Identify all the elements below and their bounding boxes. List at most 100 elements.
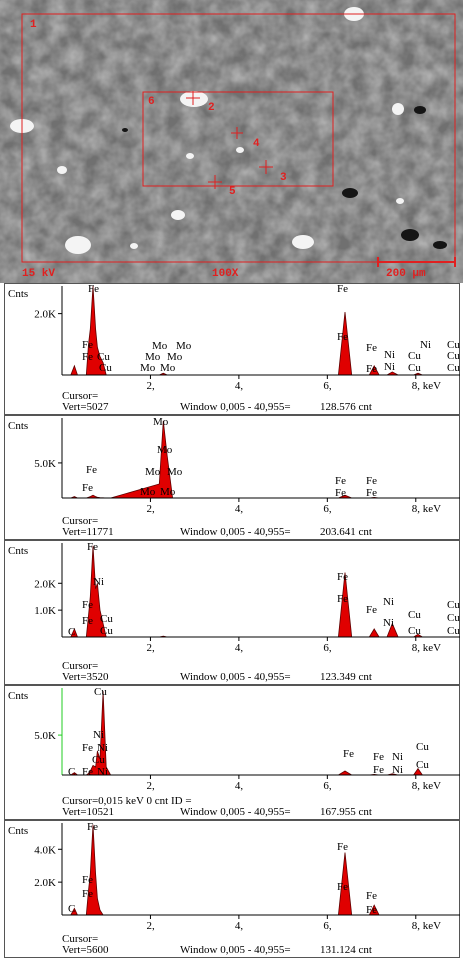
peak-label: Mo bbox=[157, 444, 173, 456]
window-readout: Window 0,005 - 40,955= bbox=[180, 526, 291, 538]
peak-label: Mo bbox=[167, 466, 183, 478]
y-axis-label: Cnts bbox=[8, 825, 28, 837]
peak-label: Ni bbox=[384, 361, 395, 373]
peak-label: Ni bbox=[93, 576, 104, 588]
peak-label: Cu bbox=[416, 741, 429, 753]
window-readout: Window 0,005 - 40,955= bbox=[180, 806, 291, 818]
peak-label: C bbox=[68, 626, 75, 638]
x-tick-label: 2, bbox=[146, 503, 155, 515]
window-readout: Window 0,005 - 40,955= bbox=[180, 944, 291, 956]
peak-label: Cu bbox=[447, 350, 460, 362]
region-label: 2 bbox=[208, 102, 215, 114]
peak-label: Fe bbox=[87, 821, 98, 833]
x-tick-label: 4, bbox=[235, 642, 244, 654]
x-tick-label: 4, bbox=[235, 503, 244, 515]
y-axis-label: Cnts bbox=[8, 545, 28, 557]
scale: 200 μm bbox=[386, 268, 426, 280]
peak-label: Mo bbox=[153, 416, 169, 428]
peak-label: Ni bbox=[384, 349, 395, 361]
magnification: 100X bbox=[212, 268, 239, 280]
vert-readout: Vert=3520 bbox=[62, 671, 109, 683]
spectrum bbox=[64, 286, 460, 375]
peak-label: Cu bbox=[94, 686, 107, 698]
figure: 162435 15 kV 100X 200 μm Cnts2.0K2,4,6,8… bbox=[0, 0, 463, 958]
x-tick-label: 8, keV bbox=[412, 503, 441, 515]
vert-readout: Vert=5027 bbox=[62, 401, 109, 413]
peak-label: C bbox=[68, 766, 75, 778]
region-label: 5 bbox=[229, 186, 236, 198]
x-tick-label: 4, bbox=[235, 920, 244, 932]
region-label: 6 bbox=[148, 96, 155, 108]
spectra: Cnts2.0K2,4,6,8, keVFeFeFeCuCuMoMoMoMoMo… bbox=[5, 283, 461, 958]
peak-label: C bbox=[68, 903, 75, 915]
peak-label: Cu bbox=[408, 362, 421, 374]
peak-label: Cu bbox=[408, 350, 421, 362]
y-tick-label: 5.0K bbox=[34, 458, 56, 470]
peak-label: Cu bbox=[447, 612, 460, 624]
peak-label: Fe bbox=[86, 464, 97, 476]
x-tick-label: 4, bbox=[235, 380, 244, 392]
peak-label: Fe bbox=[335, 487, 346, 499]
y-axis-label: Cnts bbox=[8, 288, 28, 300]
x-tick-label: 2, bbox=[146, 780, 155, 792]
y-tick-label: 5.0K bbox=[34, 730, 56, 742]
y-axis-label: Cnts bbox=[8, 690, 28, 702]
peak-label: Cu bbox=[416, 759, 429, 771]
x-tick-label: 4, bbox=[235, 780, 244, 792]
peak-label: Fe bbox=[366, 487, 377, 499]
count-readout: 131.124 cnt bbox=[320, 944, 372, 956]
peak-label: Fe bbox=[337, 571, 348, 583]
x-tick-label: 8, keV bbox=[412, 920, 441, 932]
peak-label: Cu bbox=[100, 625, 113, 637]
vert-readout: Vert=11771 bbox=[62, 526, 114, 538]
peak-label: Fe bbox=[82, 615, 93, 627]
peak-label: Fe bbox=[366, 342, 377, 354]
count-readout: 123.349 cnt bbox=[320, 671, 372, 683]
count-readout: 203.641 cnt bbox=[320, 526, 372, 538]
peak-label: Cu bbox=[92, 754, 105, 766]
peak-label: Fe bbox=[337, 881, 348, 893]
peak-label: Fe bbox=[373, 751, 384, 763]
y-tick-label: 1.0K bbox=[34, 605, 56, 617]
peak-label: Fe bbox=[337, 841, 348, 853]
y-axis-label: Cnts bbox=[8, 420, 28, 432]
x-tick-label: 2, bbox=[146, 642, 155, 654]
peak-label: Fe bbox=[337, 331, 348, 343]
peak-label: Cu bbox=[447, 625, 460, 637]
spectrum-panel: Cnts5.0K2,4,6,8, keVCuNiFeNiCuCFeNiFeFeN… bbox=[5, 686, 461, 820]
x-tick-label: 6, bbox=[323, 380, 332, 392]
peak-label: Mo bbox=[145, 466, 161, 478]
peak-label: Fe bbox=[88, 283, 99, 295]
count-readout: 167.955 cnt bbox=[320, 806, 372, 818]
vert-readout: Vert=5600 bbox=[62, 944, 109, 956]
peak-label: Ni bbox=[383, 596, 394, 608]
spectrum-panel: Cnts2.0K4.0K2,4,6,8, keVFeFeFeCFeFeFeFeC… bbox=[5, 821, 461, 958]
peak-label: Cu bbox=[447, 599, 460, 611]
spectrum-panel: Cnts1.0K2.0K2,4,6,8, keVFeNiFeCuFeCuCFeF… bbox=[5, 541, 461, 685]
x-tick-label: 6, bbox=[323, 642, 332, 654]
peak-label: Fe bbox=[366, 904, 377, 916]
peak-label: Fe bbox=[82, 482, 93, 494]
peak-label: Fe bbox=[82, 599, 93, 611]
peak-label: Fe bbox=[337, 283, 348, 295]
peak-label: Fe bbox=[82, 742, 93, 754]
peak-label: Fe bbox=[366, 890, 377, 902]
x-tick-label: 8, keV bbox=[412, 380, 441, 392]
peak-label: Mo bbox=[140, 486, 156, 498]
peak-label: Fe bbox=[87, 541, 98, 553]
x-tick-label: 8, keV bbox=[412, 780, 441, 792]
peak-label: Cu bbox=[408, 625, 421, 637]
y-tick-label: 4.0K bbox=[34, 844, 56, 856]
peak-label: Fe bbox=[373, 764, 384, 776]
peak-label: Fe bbox=[335, 475, 346, 487]
peak-label: Fe bbox=[366, 604, 377, 616]
peak-label: Ni bbox=[97, 742, 108, 754]
x-tick-label: 6, bbox=[323, 503, 332, 515]
count-readout: 128.576 cnt bbox=[320, 401, 372, 413]
spectrum bbox=[64, 546, 460, 637]
peak-label: Ni bbox=[392, 764, 403, 776]
spectrum bbox=[64, 421, 460, 498]
x-tick-label: 6, bbox=[323, 780, 332, 792]
